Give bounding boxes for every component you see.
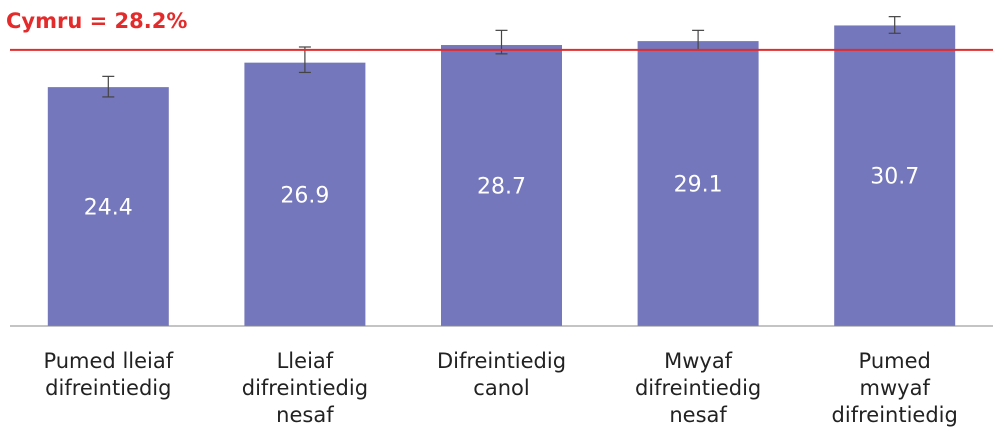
x-tick-label: Pumed lleiaf difreintiedig (43, 349, 173, 400)
x-tick-label-line: Mwyaf (664, 349, 733, 373)
x-tick-label-line: difreintiedig (45, 376, 171, 400)
bar (637, 41, 759, 326)
x-tick-label: Pumed mwyaf difreintiedig (832, 349, 958, 427)
x-tick-label-line: nesaf (669, 403, 727, 427)
x-tick-label-line: Lleiaf (277, 349, 334, 373)
data-label: 24.4 (84, 196, 133, 221)
x-tick-label-line: Pumed lleiaf (43, 349, 173, 373)
x-tick-label-line: mwyaf (860, 376, 931, 400)
bar (47, 87, 169, 327)
x-tick-label-line: nesaf (276, 403, 334, 427)
reference-line-label: Cymru = 28.2% (6, 9, 188, 33)
bar (244, 62, 366, 326)
bar (441, 45, 562, 327)
data-label: 29.1 (674, 173, 723, 198)
x-tick-label: Mwyaf difreintiedig nesaf (635, 349, 761, 427)
x-tick-label-line: difreintiedig (242, 376, 368, 400)
data-label: 30.7 (870, 165, 919, 190)
x-tick-label-line: difreintiedig (635, 376, 761, 400)
x-tick-label: Lleiaf difreintiedig nesaf (242, 349, 368, 427)
x-tick-label-line: Pumed (859, 349, 931, 373)
x-tick-label-line: Difreintiedig (437, 349, 566, 373)
x-tick-label-line: canol (473, 376, 529, 400)
data-label: 26.9 (280, 183, 329, 208)
x-tick-label: Difreintiedig canol (437, 349, 566, 400)
data-label: 28.7 (477, 175, 526, 200)
x-tick-label-line: difreintiedig (832, 403, 958, 427)
bar (834, 25, 956, 326)
